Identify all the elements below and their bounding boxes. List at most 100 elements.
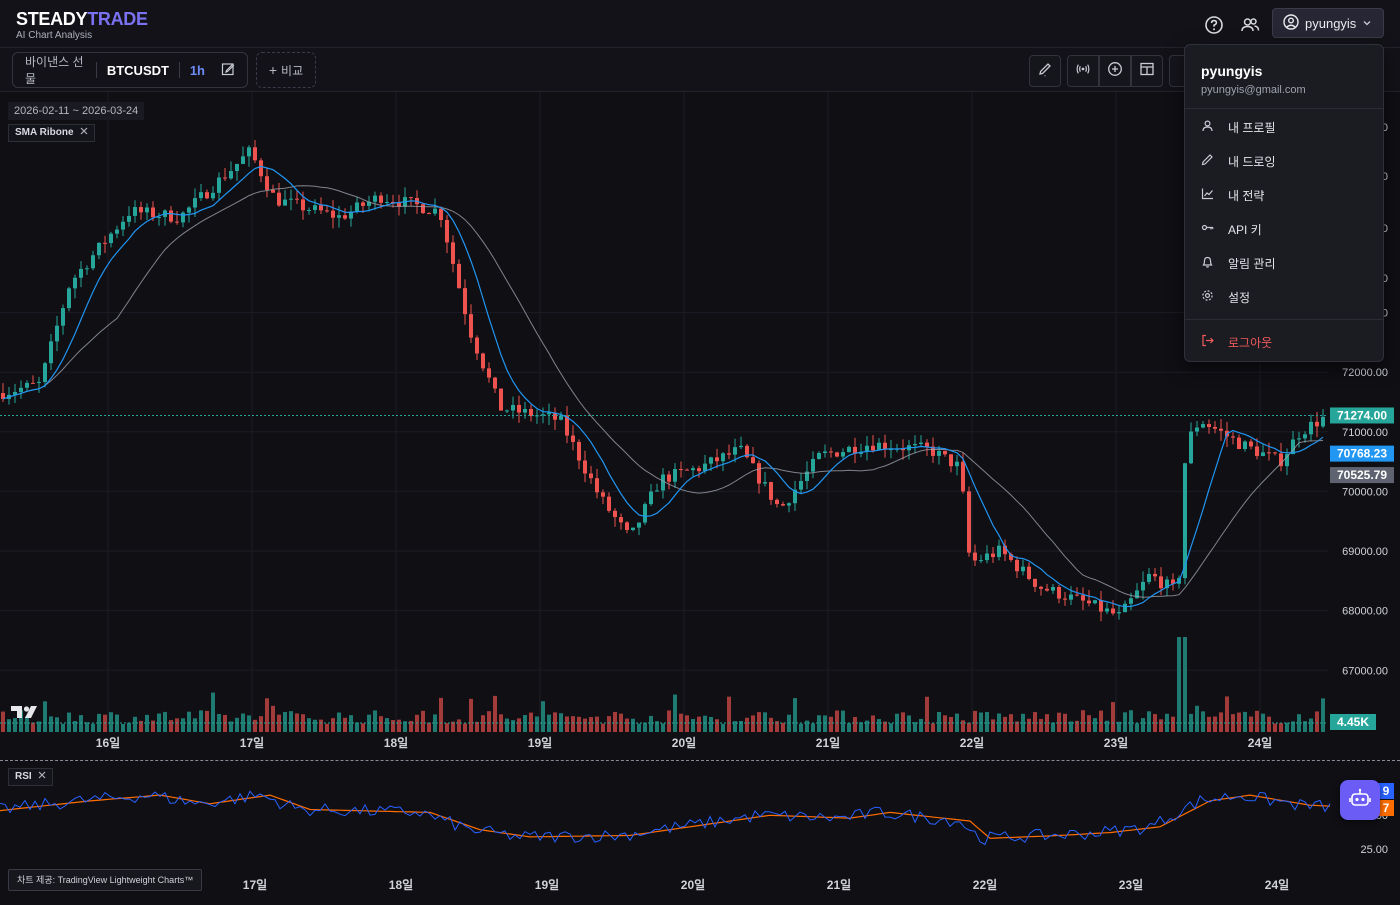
- time-tick-label: 17일: [240, 736, 264, 750]
- price-label-text: 70525.79: [1337, 468, 1387, 482]
- candle-body: [421, 204, 425, 214]
- candle-body: [589, 473, 593, 479]
- volume-bar: [157, 713, 161, 732]
- volume-bar: [1099, 710, 1103, 732]
- candle-body: [673, 469, 677, 482]
- candle-body: [241, 156, 245, 164]
- candle-body: [529, 408, 533, 417]
- candle-body: [871, 445, 875, 451]
- candle-body: [253, 147, 257, 161]
- candle-body: [1195, 427, 1199, 432]
- symbol-selector[interactable]: 바이낸스 선물 BTCUSDT 1h: [12, 52, 248, 88]
- candle-body: [169, 210, 173, 222]
- candle-body: [997, 545, 1001, 558]
- price-chart[interactable]: 73000.0072000.0071000.0070000.0069000.00…: [0, 92, 1400, 760]
- volume-bar: [991, 719, 995, 732]
- candle-body: [757, 463, 761, 484]
- menu-item-logout[interactable]: 로그아웃: [1185, 325, 1383, 359]
- candle-body: [1015, 559, 1019, 572]
- price-label-bg: [1330, 467, 1394, 484]
- menu-item-api-key[interactable]: API 키: [1185, 212, 1383, 246]
- user-menu-button[interactable]: pyungyis: [1272, 8, 1384, 38]
- exchange-label[interactable]: 바이낸스 선물: [25, 55, 84, 86]
- candle-body: [709, 457, 713, 464]
- candle-body: [625, 522, 629, 530]
- rsi-time-tick-label: 22일: [973, 878, 997, 892]
- close-icon[interactable]: [38, 769, 46, 785]
- volume-bar: [1207, 716, 1211, 732]
- ai-assistant-button[interactable]: [1340, 780, 1380, 820]
- volume-bar: [523, 715, 527, 732]
- volume-bar: [751, 715, 755, 732]
- candle-body: [1297, 438, 1301, 440]
- users-icon[interactable]: [1237, 12, 1263, 38]
- layout-icon: [1139, 61, 1155, 82]
- time-tick-label: 22일: [960, 736, 984, 750]
- drawing-tool-button[interactable]: [1029, 55, 1061, 87]
- candle-body: [931, 446, 935, 456]
- candle-body: [409, 197, 413, 199]
- candle-body: [727, 453, 731, 455]
- candle-body: [811, 458, 815, 472]
- main-chart-pane[interactable]: 73000.0072000.0071000.0070000.0069000.00…: [0, 92, 1400, 760]
- gear-icon: [1201, 289, 1214, 305]
- volume-bar: [943, 715, 947, 732]
- volume-bar: [361, 723, 365, 732]
- broadcast-button[interactable]: [1067, 55, 1099, 87]
- volume-bar: [19, 710, 23, 732]
- help-circle-icon[interactable]: [1201, 12, 1227, 38]
- add-indicator-button[interactable]: [1099, 55, 1131, 87]
- bell-icon: [1201, 255, 1214, 271]
- candle-body: [841, 452, 845, 457]
- menu-item-settings[interactable]: 설정: [1185, 280, 1383, 314]
- username-label: pyungyis: [1305, 15, 1357, 31]
- volume-bar: [217, 714, 221, 732]
- close-icon[interactable]: [80, 125, 88, 141]
- candle-body: [1183, 463, 1187, 579]
- volume-bar: [1153, 714, 1157, 732]
- candle-body: [85, 268, 89, 270]
- candle-body: [289, 198, 293, 200]
- volume-bar: [1, 711, 5, 732]
- user-dropdown-menu: pyungyis pyungyis@gmail.com 내 프로필 내 드로잉 …: [1184, 44, 1384, 362]
- rsi-tag[interactable]: RSI: [8, 768, 53, 786]
- volume-label-text: 4.45K: [1337, 715, 1369, 729]
- candle-body: [319, 205, 323, 211]
- candle-body: [1093, 600, 1097, 604]
- candle-body: [391, 201, 395, 204]
- compare-button[interactable]: + 비교: [256, 52, 316, 88]
- volume-bar: [301, 714, 305, 732]
- layout-button[interactable]: [1131, 55, 1163, 87]
- volume-bar: [433, 714, 437, 732]
- candle-body: [1129, 598, 1133, 604]
- menu-item-profile[interactable]: 내 프로필: [1185, 110, 1383, 144]
- volume-bar: [979, 712, 983, 732]
- indicator-tag[interactable]: SMA Ribone: [8, 124, 95, 142]
- volume-bar: [1273, 723, 1277, 732]
- volume-bar: [763, 712, 767, 732]
- edit-icon[interactable]: [221, 62, 235, 79]
- candle-body: [559, 415, 563, 420]
- price-label: 70768.23: [1330, 445, 1394, 462]
- volume-bar: [601, 723, 605, 732]
- volume-bar: [403, 721, 407, 732]
- candle-body: [1273, 452, 1277, 454]
- menu-item-drawings[interactable]: 내 드로잉: [1185, 144, 1383, 178]
- menu-item-alerts[interactable]: 알림 관리: [1185, 246, 1383, 280]
- candle-body: [451, 242, 455, 264]
- candle-body: [613, 510, 617, 518]
- menu-item-strategies[interactable]: 내 전략: [1185, 178, 1383, 212]
- candle-body: [145, 207, 149, 213]
- chart-credit[interactable]: 차트 제공: TradingView Lightweight Charts™: [8, 869, 203, 891]
- candle-body: [1201, 424, 1205, 428]
- timeframe-label[interactable]: 1h: [189, 62, 205, 78]
- volume-bar: [253, 719, 257, 732]
- user-email: pyungyis@gmail.com: [1201, 84, 1306, 96]
- volume-bar: [1081, 710, 1085, 732]
- pane-divider[interactable]: [0, 760, 1400, 761]
- symbol-label[interactable]: BTCUSDT: [106, 62, 169, 78]
- app-logo[interactable]: STEADYTRADE AI Chart Analysis: [16, 9, 148, 42]
- user-info: pyungyis pyungyis@gmail.com: [1185, 45, 1383, 109]
